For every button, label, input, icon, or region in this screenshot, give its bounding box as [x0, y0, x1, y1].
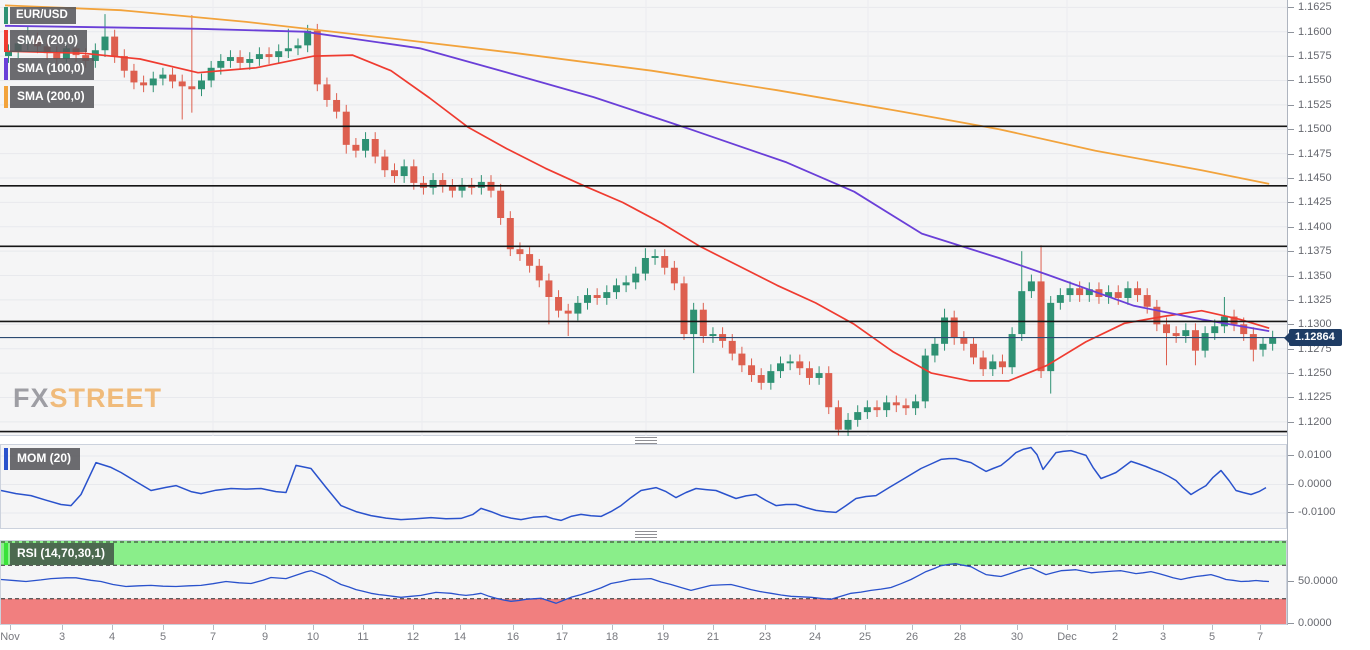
axis-tick-label: 50.0000	[1298, 575, 1338, 587]
legend-sma100[interactable]: SMA (100,0)	[4, 58, 94, 80]
watermark-fx: FX	[13, 383, 50, 413]
axis-tick-label: 1.1475	[1298, 147, 1332, 160]
axis-tick-label: -0.0100	[1298, 506, 1336, 518]
time-axis-label: 5	[1208, 631, 1216, 643]
time-axis-label: 18	[605, 631, 619, 643]
momentum-pane[interactable]	[0, 444, 1287, 529]
last-price-badge: 1.12864	[1284, 329, 1342, 347]
pane-resize-handle-rsi[interactable]	[635, 531, 657, 538]
mom-label: MOM (20)	[10, 448, 80, 470]
time-axis-label: 30	[1010, 631, 1024, 643]
time-axis-label: 26	[905, 631, 919, 643]
price-chart-svg[interactable]	[0, 0, 1287, 436]
legend-rsi[interactable]: RSI (14,70,30,1)	[4, 543, 115, 565]
time-axis-label: 11	[357, 631, 369, 643]
time-axis-label: 19	[656, 631, 670, 643]
time-axis-label: 21	[706, 631, 720, 643]
axis-tick-label: 1.1425	[1298, 196, 1332, 209]
badge-text: 1.12864	[1295, 331, 1335, 344]
momentum-chart-svg[interactable]	[1, 445, 1286, 528]
time-axis[interactable]: Nov 3 4 5 7 9 10 11 12 14 16 17 18 19 21 23 24 25 26 28 30 De…	[0, 625, 1288, 650]
symbol-color-bar	[4, 7, 8, 25]
sma20-color-bar	[4, 30, 8, 52]
price-pane[interactable]: EUR/USD SMA (20,0) SMA (100,0) SMA (200,…	[0, 0, 1287, 436]
time-axis-label: 3	[1159, 631, 1167, 643]
sma20-label: SMA (20,0)	[10, 30, 87, 52]
axis-tick-label: 1.1200	[1298, 415, 1332, 428]
time-axis-label: 16	[506, 631, 520, 643]
time-axis-label: 4	[108, 631, 116, 643]
axis-tick-label: 0.0000	[1298, 477, 1332, 490]
time-axis-label: 2	[1111, 631, 1119, 643]
sma200-label: SMA (200,0)	[10, 86, 94, 108]
watermark-street: STREET	[49, 383, 163, 413]
axis-tick-label: 1.1375	[1298, 245, 1332, 258]
axis-tick-label: 1.1550	[1298, 74, 1332, 87]
axis-tick-label: 0.0100	[1298, 449, 1332, 461]
axis-tick-label: 1.1325	[1298, 293, 1332, 306]
legend-symbol[interactable]: EUR/USD	[4, 7, 76, 25]
time-axis-label: 9	[261, 631, 269, 643]
fxstreet-watermark: FXSTREET	[13, 383, 162, 414]
axis-tick-label: 1.1350	[1298, 269, 1332, 282]
axis-tick-label: 1.1250	[1298, 367, 1332, 380]
pane-resize-handle-mom[interactable]	[635, 437, 657, 444]
axis-tick-label: 1.1300	[1298, 318, 1332, 331]
axis-tick-label: 1.1575	[1298, 50, 1332, 63]
legend-sma200[interactable]: SMA (200,0)	[4, 86, 94, 108]
time-axis-label: 24	[808, 631, 822, 643]
rsi-color-bar	[4, 543, 8, 565]
axis-separator	[1287, 0, 1288, 625]
axis-tick-label: 1.1450	[1298, 172, 1332, 184]
axis-tick-label: 1.1600	[1298, 25, 1332, 38]
legend-sma20[interactable]: SMA (20,0)	[4, 30, 87, 52]
sma200-color-bar	[4, 86, 8, 108]
time-axis-label: 28	[953, 631, 967, 643]
time-axis-label: 7	[209, 631, 217, 643]
time-axis-label: Nov	[0, 631, 20, 643]
time-axis-label: 10	[306, 631, 320, 643]
axis-tick-label: 1.1400	[1298, 220, 1332, 233]
sma100-label: SMA (100,0)	[10, 58, 94, 80]
badge-arrow-icon	[1284, 332, 1289, 343]
time-axis-label: 7	[1256, 631, 1264, 643]
axis-tick-label: 1.1225	[1298, 391, 1332, 404]
sma100-color-bar	[4, 58, 8, 80]
rsi-label: RSI (14,70,30,1)	[10, 543, 115, 565]
time-axis-label: 23	[758, 631, 772, 643]
axis-tick-label: 0.0000	[1298, 617, 1332, 629]
time-axis-label: 3	[58, 631, 66, 643]
time-axis-label: Dec	[1057, 631, 1077, 643]
time-axis-label: 14	[453, 631, 467, 643]
axis-tick-label: 1.1625	[1298, 1, 1332, 14]
rsi-pane[interactable]	[0, 540, 1287, 625]
rsi-chart-svg[interactable]	[1, 541, 1286, 624]
legend-mom[interactable]: MOM (20)	[4, 448, 80, 470]
mom-color-bar	[4, 448, 8, 470]
time-axis-label: 25	[858, 631, 872, 643]
time-axis-label: 5	[159, 631, 167, 643]
time-axis-label: 17	[555, 631, 569, 643]
time-axis-label: 12	[406, 631, 420, 643]
axis-tick-label: 1.1525	[1298, 98, 1332, 111]
axis-tick-label: 1.1500	[1298, 123, 1332, 136]
price-axis[interactable]: 1.1625 1.1600 1.1575 1.1550 1.1525 1.1500 1.14…	[1288, 0, 1370, 650]
symbol-label: EUR/USD	[10, 7, 76, 25]
